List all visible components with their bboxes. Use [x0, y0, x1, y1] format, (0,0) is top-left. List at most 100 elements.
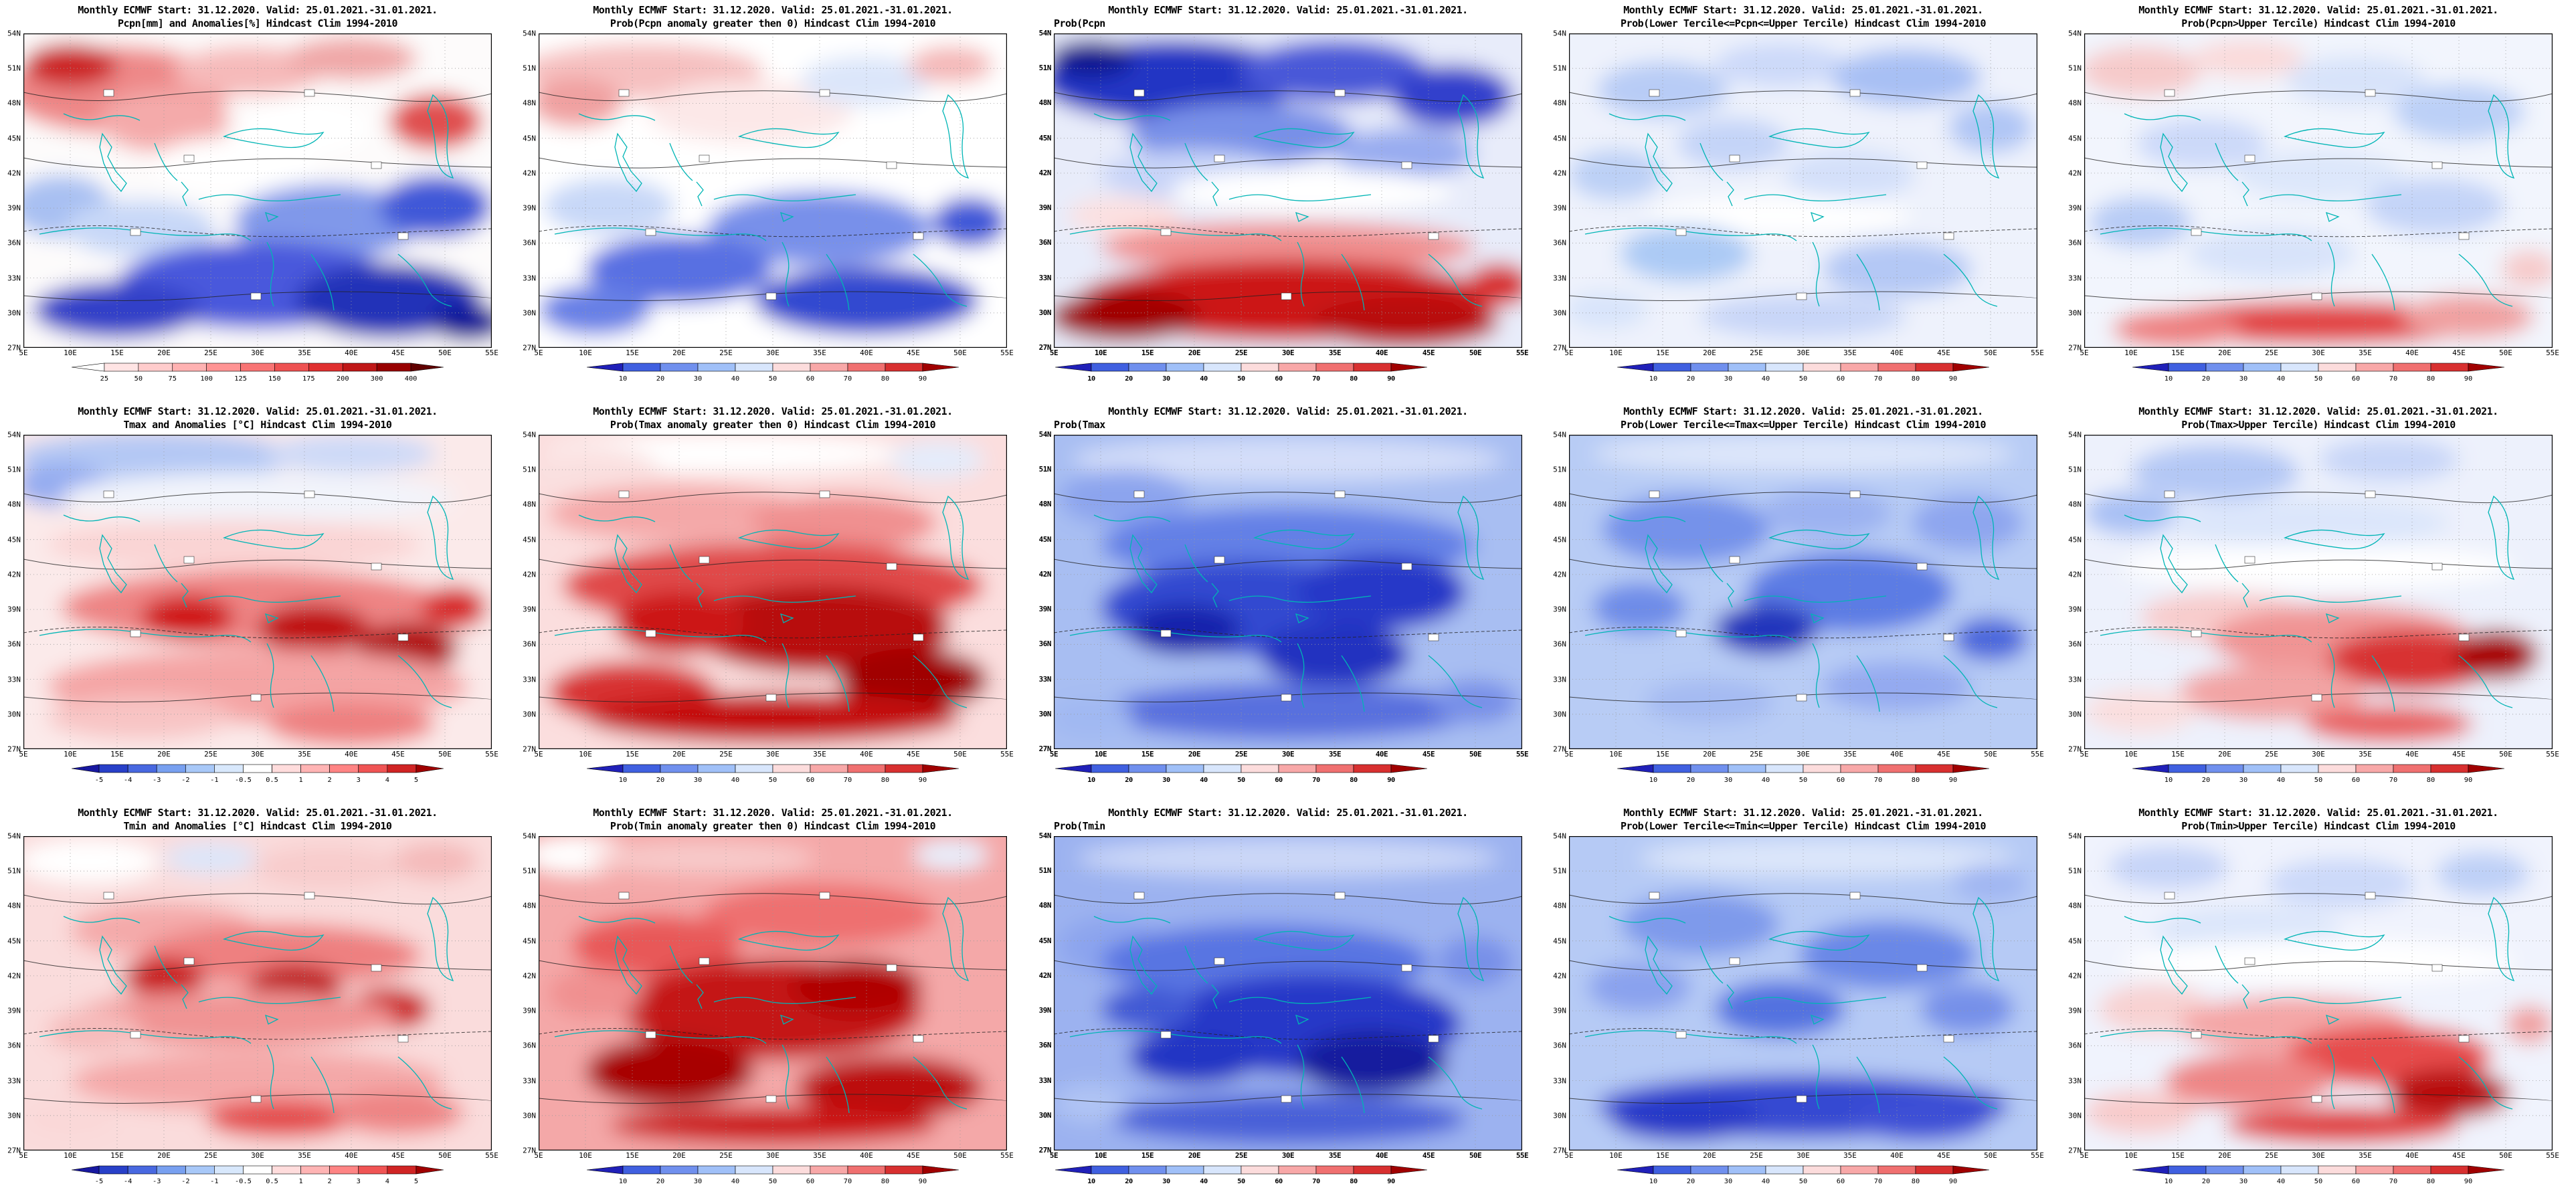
lat-tick-label: 33N [2068, 1076, 2082, 1086]
svg-text:200: 200 [337, 375, 349, 383]
svg-text:80: 80 [1350, 375, 1358, 383]
lat-axis: 54N 51N 48N 45N 42N 39N 36N 33N 30N 27N [1031, 29, 1054, 352]
lat-tick-label: 51N [523, 465, 536, 474]
lon-tick-label: 35E [2359, 348, 2372, 357]
lon-tick-label: 40E [345, 348, 358, 357]
lat-tick-label: 36N [1553, 1041, 1566, 1050]
lat-tick-label: 39N [1038, 1005, 1052, 1015]
lat-tick-label: 33N [523, 274, 536, 283]
lon-tick-label: 15E [110, 750, 124, 759]
panel-title: Monthly ECMWF Start: 31.12.2020. Valid: … [78, 405, 438, 417]
panel-title: Monthly ECMWF Start: 31.12.2020. Valid: … [1623, 4, 1983, 16]
lon-tick-label: 20E [2218, 750, 2231, 759]
lon-tick-label: 50E [438, 750, 452, 759]
lon-tick-label: 15E [1141, 750, 1154, 759]
svg-text:30: 30 [1162, 777, 1170, 784]
lon-tick-label: 55E [485, 1151, 498, 1160]
panel-subtitle: Tmax and Anomalies [°C] Hindcast Clim 19… [123, 418, 392, 431]
svg-text:30: 30 [694, 1178, 702, 1185]
svg-text:40: 40 [2277, 375, 2285, 383]
lon-tick-label: 20E [2218, 348, 2231, 357]
lon-tick-label: 50E [1469, 750, 1482, 759]
lat-tick-label: 54N [1553, 430, 1566, 439]
panel-subtitle: Prob(Lower Tercile<=Tmin<=Upper Tercile)… [1621, 819, 1986, 832]
lon-tick-label: 35E [1843, 1151, 1857, 1160]
lat-tick-label: 54N [1038, 429, 1052, 439]
lon-tick-label: 5E [1564, 1151, 1574, 1160]
svg-text:30: 30 [1724, 777, 1732, 784]
colorbar-prob: 10 20 30 40 50 60 70 80 90 [1055, 764, 1427, 784]
panel-subtitle: Prob(Lower Tercile<=Pcpn<=Upper Tercile)… [1621, 17, 1986, 29]
lat-tick-label: 30N [1553, 710, 1566, 719]
lon-tick-label: 25E [1234, 348, 1248, 357]
lon-tick-label: 20E [1188, 348, 1201, 357]
lon-tick-label: 45E [907, 750, 920, 759]
lat-tick-label: 33N [2068, 274, 2082, 283]
lon-tick-label: 45E [1937, 1151, 1950, 1160]
lat-tick-label: 54N [1038, 28, 1052, 37]
lon-tick-label: 55E [2031, 750, 2044, 759]
map-field-pcpn-anom [23, 33, 492, 348]
panel-title: Monthly ECMWF Start: 31.12.2020. Valid: … [1108, 405, 1468, 417]
svg-text:60: 60 [2352, 375, 2360, 383]
lon-tick-label: 50E [953, 750, 967, 759]
lat-tick-label: 51N [523, 64, 536, 73]
svg-text:20: 20 [1125, 777, 1133, 784]
svg-text:10: 10 [619, 1178, 627, 1185]
lon-tick-label: 40E [1375, 1151, 1388, 1160]
lat-tick-label: 48N [1038, 500, 1052, 509]
lat-tick-label: 30N [2068, 308, 2082, 318]
lat-axis: 54N 51N 48N 45N 42N 39N 36N 33N 30N 27N [1031, 831, 1054, 1155]
lat-tick-label: 51N [1553, 866, 1566, 876]
map-panel-tmax-prob-gt0: Monthly ECMWF Start: 31.12.2020. Valid: … [515, 401, 1030, 803]
lon-tick-label: 20E [672, 750, 686, 759]
lat-tick-label: 27N [7, 343, 21, 353]
svg-text:300: 300 [371, 375, 383, 383]
lon-tick-label: 40E [345, 1151, 358, 1160]
lat-tick-label: 30N [2068, 710, 2082, 719]
lon-tick-label: 10E [579, 1151, 592, 1160]
lat-tick-label: 36N [7, 639, 21, 649]
lon-tick-label: 15E [2171, 1151, 2185, 1160]
lat-tick-label: 30N [523, 1111, 536, 1120]
lon-tick-label: 50E [1469, 1151, 1482, 1160]
lon-tick-label: 25E [1234, 1151, 1248, 1160]
svg-text:50: 50 [769, 777, 777, 784]
lat-tick-label: 27N [2068, 1146, 2082, 1155]
panel-subtitle: Prob(Pcpn 54N 51N 48N 45N 42N 39N 36N 33N 30N 27N… [1039, 17, 1529, 389]
lat-tick-label: 54N [2068, 430, 2082, 439]
lat-tick-label: 48N [7, 901, 21, 910]
lat-tick-label: 36N [2068, 238, 2082, 247]
panel-subtitle: Prob(Tmax 54N 51N 48N 45N 42N 39N 36N 33N 30N 27N… [1039, 419, 1529, 791]
map-field-tmin-prob-gt0 [539, 836, 1007, 1150]
map-panel-tmax-above-upper: Monthly ECMWF Start: 31.12.2020. Valid: … [2061, 401, 2576, 803]
panel-title: Monthly ECMWF Start: 31.12.2020. Valid: … [1623, 807, 1983, 819]
lon-tick-label: 50E [953, 348, 967, 357]
lon-tick-label: 25E [1750, 1151, 1763, 1160]
lat-tick-label: 51N [1553, 465, 1566, 474]
lon-tick-label: 25E [1750, 750, 1763, 759]
lat-tick-label: 27N [2068, 744, 2082, 754]
lat-tick-label: 39N [1553, 1006, 1566, 1015]
lon-tick-label: 40E [1375, 750, 1388, 759]
lat-tick-label: 33N [1038, 273, 1052, 282]
panel-title: Monthly ECMWF Start: 31.12.2020. Valid: … [2138, 807, 2498, 819]
lat-tick-label: 27N [1553, 343, 1566, 353]
lat-tick-label: 27N [7, 1146, 21, 1155]
map-panel-pcpn-anom: Monthly ECMWF Start: 31.12.2020. Valid: … [0, 0, 515, 401]
svg-text:150: 150 [268, 375, 281, 383]
lon-axis: 5E 10E 15E 20E 25E 30E 35E 40E 45E 50E 55E [19, 348, 498, 359]
lon-tick-label: 25E [2265, 348, 2278, 357]
svg-text:0.5: 0.5 [266, 777, 278, 784]
lat-tick-label: 45N [523, 936, 536, 946]
lat-tick-label: 36N [1553, 238, 1566, 247]
lat-tick-label: 33N [523, 675, 536, 684]
svg-text:90: 90 [919, 777, 927, 784]
colorbar-prob: 10 20 30 40 50 60 70 80 90 [1617, 1165, 1989, 1185]
lon-tick-label: 55E [1000, 1151, 1014, 1160]
lon-tick-label: 40E [345, 750, 358, 759]
lat-tick-label: 27N [1553, 1146, 1566, 1155]
svg-text:2: 2 [328, 1178, 332, 1185]
svg-text:2: 2 [328, 777, 332, 784]
lon-tick-label: 15E [1656, 750, 1669, 759]
